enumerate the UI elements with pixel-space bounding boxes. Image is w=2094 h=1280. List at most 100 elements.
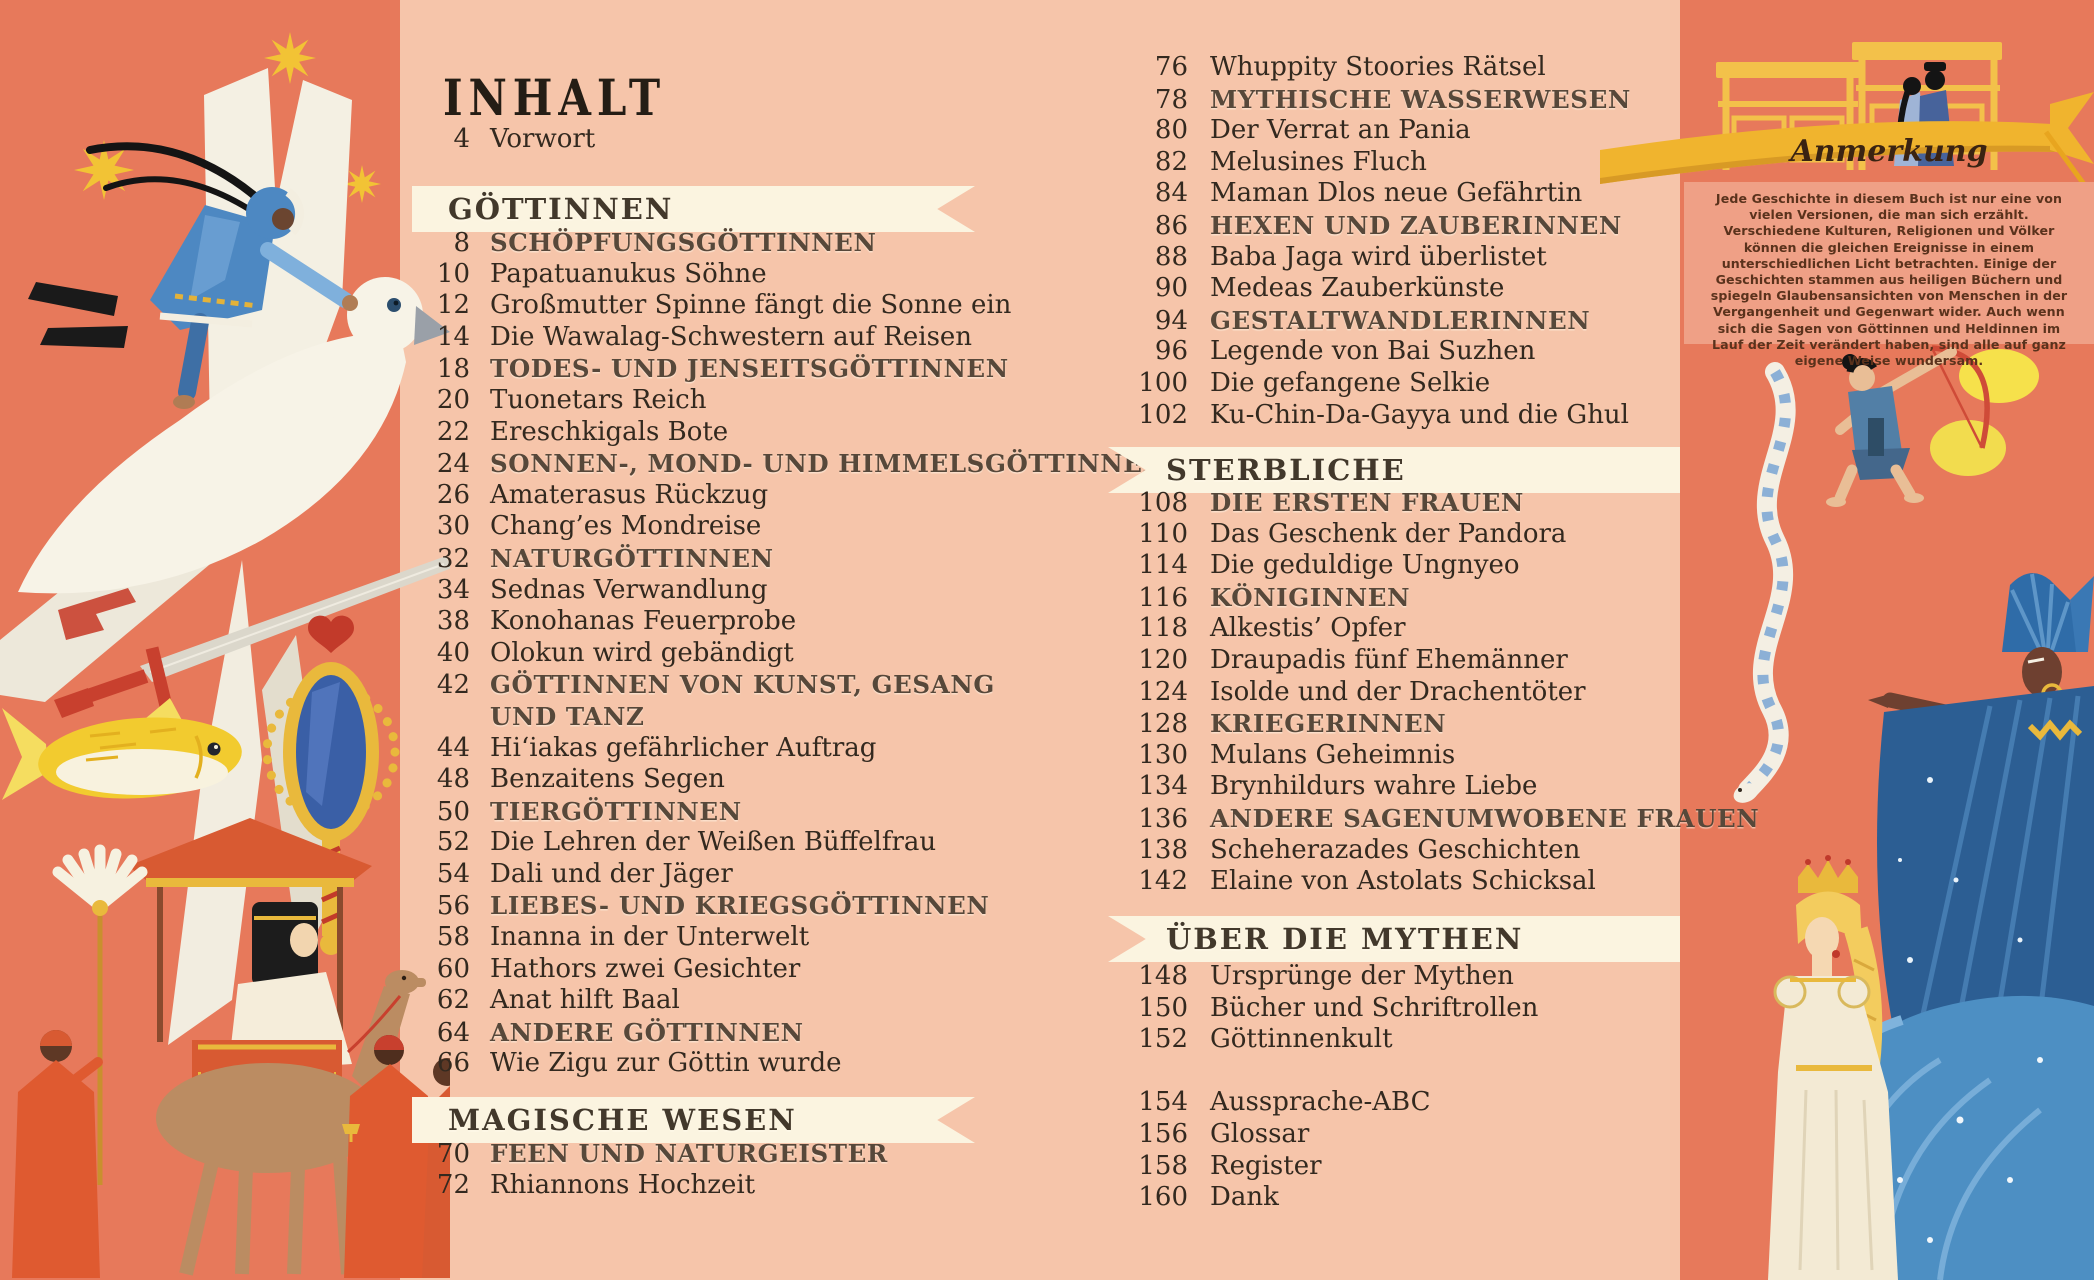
section-banner-ueber-die-mythen: ÜBER DIE MYTHEN [1108, 916, 1680, 962]
entry-title: Großmutter Spinne fängt die Sonne ein [490, 290, 1012, 321]
toc-row: 30 Chang’es Mondreise [410, 511, 1190, 543]
entry-title: Maman Dlos neue Gefährtin [1210, 178, 1583, 209]
page-number: 44 [436, 732, 470, 763]
entry-title: KRIEGERINNEN [1210, 709, 1447, 739]
page-number: 64 [436, 1017, 470, 1048]
entry-title: Hi‘iakas gefährlicher Auftrag [490, 732, 877, 763]
toc-list-goettinnen: 8 SCHÖPFUNGSGÖTTINNEN 10 Papatuanukus Sö… [410, 227, 1190, 1080]
left-illustration-panel [0, 0, 450, 1280]
entry-title: Die geduldige Ungnyeo [1210, 550, 1520, 581]
toc-row: 18 TODES- UND JENSEITSGÖTTINNEN [410, 353, 1190, 385]
note-title: Anmerkung [1790, 134, 1988, 169]
queen-illustration [1768, 855, 1898, 1280]
toc-row: 70 FEEN UND NATURGEISTER [410, 1138, 1190, 1170]
toc-row: 44 Hi‘iakas gefährlicher Auftrag [410, 733, 1190, 765]
toc-row: 152 Göttinnenkult [1118, 1024, 1718, 1056]
entry-title: Hathors zwei Gesichter [490, 953, 801, 984]
page-number: 128 [1138, 709, 1188, 740]
entry-title: ANDERE SAGENUMWOBENE FRAUEN [1210, 803, 1760, 833]
entry-title: GÖTTINNEN VON KUNST, GESANG [490, 670, 995, 700]
toc-row: 114 Die geduldige Ungnyeo [1118, 550, 1718, 582]
page-number: 32 [436, 543, 470, 574]
page-number: 80 [1154, 115, 1188, 146]
toc-row: 60 Hathors zwei Gesichter [410, 954, 1190, 986]
page-number: 108 [1138, 488, 1188, 518]
entry-title: Aussprache-ABC [1210, 1087, 1431, 1118]
toc-row: 138 Scheherazades Geschichten [1118, 835, 1718, 867]
section-banner-magische-wesen: MAGISCHE WESEN [412, 1097, 975, 1143]
entry-title: Amaterasus Rückzug [490, 479, 769, 510]
page-number: 22 [436, 416, 470, 447]
toc-row: 116 KÖNIGINNEN [1118, 582, 1718, 614]
page-number: 138 [1138, 834, 1188, 865]
toc-row: 40 Olokun wird gebändigt [410, 638, 1190, 670]
toc-row: 96 Legende von Bai Suzhen [1118, 336, 1718, 368]
toc-row: 22 Ereschkigals Bote [410, 417, 1190, 449]
section-banner-sterbliche: STERBLICHE [1108, 447, 1680, 493]
flying-bird-with-rider [0, 68, 450, 1045]
page-number: 66 [436, 1048, 470, 1079]
toc-row: 78 MYTHISCHE WASSERWESEN [1118, 84, 1718, 116]
page-number: 94 [1154, 305, 1188, 336]
toc-row: 54 Dali und der Jäger [410, 859, 1190, 891]
toc-list-ueber-die-mythen: 148 Ursprünge der Mythen 150 Bücher und … [1118, 961, 1718, 1214]
entry-title: Die Lehren der Weißen Büffelfrau [490, 827, 937, 858]
page-number: 70 [436, 1139, 470, 1169]
entry-title: Olokun wird gebändigt [490, 637, 794, 668]
page-number: 20 [436, 384, 470, 415]
page-number: 118 [1138, 613, 1188, 644]
page-number: 160 [1138, 1182, 1188, 1213]
toc-row: 20 Tuonetars Reich [410, 385, 1190, 417]
toc-row: 150 Bücher und Schriftrollen [1118, 993, 1718, 1025]
toc-row: 56 LIEBES- UND KRIEGSGÖTTINNEN [410, 890, 1190, 922]
toc-row: 66 Wie Zigu zur Göttin wurde [410, 1048, 1190, 1080]
entry-title: Vorwort [490, 124, 596, 154]
entry-title: Konohanas Feuerprobe [490, 606, 797, 637]
page-number: 130 [1138, 739, 1188, 770]
archer-illustration [1826, 281, 1990, 507]
page-number: 18 [436, 354, 470, 385]
toc-row: 142 Elaine von Astolats Schicksal [1118, 866, 1718, 898]
entry-title: NATURGÖTTINNEN [490, 543, 774, 573]
toc-list-magische-wesen: 70 FEEN UND NATURGEISTER 72 Rhiannons Ho… [410, 1138, 1190, 1201]
toc-row: 82 Melusines Fluch [1118, 147, 1718, 179]
page-number: 38 [436, 606, 470, 637]
toc-row: 84 Maman Dlos neue Gefährtin [1118, 178, 1718, 210]
page-number: 14 [436, 321, 470, 352]
entry-title: Isolde und der Drachentöter [1210, 676, 1586, 707]
entry-title: Ereschkigals Bote [490, 416, 729, 447]
entry-title: Bücher und Schriftrollen [1210, 992, 1539, 1023]
note-text: Jede Geschichte in diesem Buch ist nur e… [1710, 191, 2068, 369]
page-number: 58 [436, 922, 470, 953]
entry-title: Whuppity Stoories Rätsel [1210, 52, 1546, 82]
entry-title: LIEBES- UND KRIEGSGÖTTINNEN [490, 891, 990, 921]
toc-row-vorwort: 4 Vorwort [410, 124, 595, 156]
toc-row: 62 Anat hilft Baal [410, 985, 1190, 1017]
toc-row: 80 Der Verrat an Pania [1118, 115, 1718, 147]
page-number: 82 [1154, 146, 1188, 177]
toc-row: 48 Benzaitens Segen [410, 764, 1190, 796]
toc-list-magische-wesen-continued: 76 Whuppity Stoories Rätsel 78 MYTHISCHE… [1118, 52, 1718, 431]
toc-list-sterbliche: 108 DIE ERSTEN FRAUEN 110 Das Geschenk d… [1118, 487, 1758, 898]
banner-label: STERBLICHE [1166, 453, 1406, 487]
toc-row: 120 Draupadis fünf Ehemänner [1118, 645, 1718, 677]
page-number: 56 [436, 891, 470, 922]
entry-title: Sednas Verwandlung [490, 574, 768, 605]
toc-row: 58 Inanna in der Unterwelt [410, 922, 1190, 954]
toc-row: 108 DIE ERSTEN FRAUEN [1118, 487, 1718, 519]
note-box: Jede Geschichte in diesem Buch ist nur e… [1684, 182, 2094, 368]
banner-label: GÖTTINNEN [448, 192, 674, 226]
toc-row: 24 SONNEN-, MOND- UND HIMMELSGÖTTINNEN [410, 448, 1190, 480]
entry-title: TIERGÖTTINNEN [490, 796, 742, 826]
entry-title: Der Verrat an Pania [1210, 115, 1471, 146]
page-number: 50 [436, 796, 470, 827]
page-number: 100 [1138, 367, 1188, 398]
entry-title: Ku-Chin-Da-Gayya und die Ghul [1210, 399, 1629, 430]
entry-title: GESTALTWANDLERINNEN [1210, 305, 1591, 335]
entry-title: Wie Zigu zur Göttin wurde [490, 1048, 842, 1079]
page-number: 114 [1138, 550, 1188, 581]
page-number: 150 [1138, 992, 1188, 1023]
toc-row: 154 Aussprache-ABC [1118, 1087, 1718, 1119]
page-number: 110 [1138, 518, 1188, 549]
entry-title: DIE ERSTEN FRAUEN [1210, 488, 1524, 517]
